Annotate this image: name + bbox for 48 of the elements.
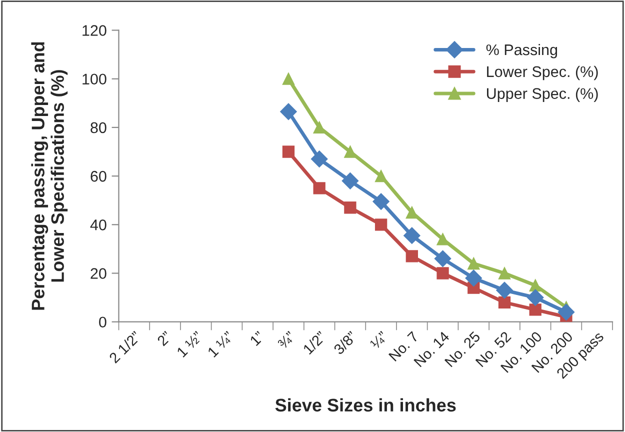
legend-label: Lower Spec. (%) (487, 66, 598, 80)
point (344, 146, 356, 158)
point (558, 304, 575, 320)
y-tick-label: 80 (90, 122, 106, 134)
point (465, 270, 482, 286)
point (406, 206, 418, 219)
point (313, 121, 326, 134)
point (310, 150, 328, 168)
point (282, 146, 295, 158)
x-tick-label: 1/2” (302, 330, 327, 355)
x-tick-label: ¼” (370, 330, 388, 350)
point (498, 296, 511, 308)
legend-label: Upper Spec. (%) (487, 88, 598, 102)
point (404, 227, 420, 244)
x-tick-label: 2 1/2” (108, 330, 142, 364)
point (313, 182, 326, 194)
y-axis-title: Percentage passing, Upper and Lower Specifications (%) (31, 42, 68, 310)
point (280, 103, 297, 120)
point (529, 304, 542, 316)
point (434, 250, 452, 268)
x-tick-label: 3/8” (332, 330, 358, 356)
x-tick-label: 1 ½” (176, 330, 203, 358)
point (498, 267, 511, 280)
x-axis-title: Sieve Sizes in inches (275, 398, 456, 412)
point (374, 218, 388, 231)
y-tick-label: 20 (90, 268, 106, 279)
point (468, 257, 480, 270)
point (282, 72, 295, 85)
point (436, 233, 449, 246)
point (344, 202, 356, 214)
point (496, 282, 513, 299)
point (342, 172, 359, 190)
y-tick-label: 120 (82, 25, 106, 36)
y-tick-label: 60 (90, 170, 106, 182)
point (529, 279, 542, 292)
y-tick-label: 40 (90, 220, 106, 230)
legend-label: % Passing (486, 44, 558, 58)
point (436, 267, 449, 280)
x-tick-label: 1” (250, 330, 265, 346)
point (526, 289, 544, 306)
point (372, 193, 390, 210)
x-tick-label: 2” (156, 330, 172, 346)
x-tick-label: 1 ¼” (207, 330, 234, 358)
y-tick-label: 0 (99, 316, 106, 328)
point (374, 170, 388, 182)
y-tick-label: 100 (82, 74, 106, 85)
x-tick-label: ¾” (277, 330, 296, 350)
point (406, 250, 418, 262)
